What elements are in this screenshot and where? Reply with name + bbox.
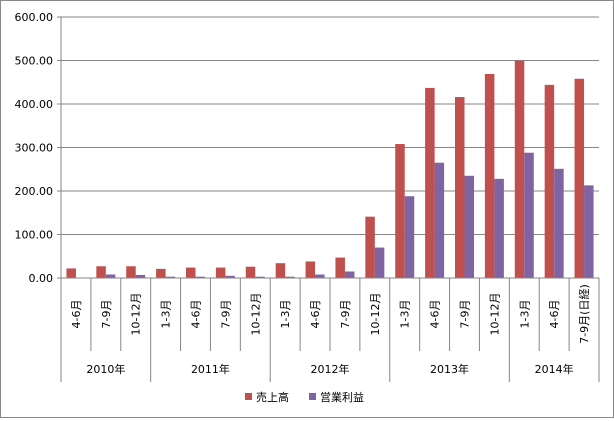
legend-label-sales: 売上高 (256, 390, 289, 404)
bar-sales (484, 73, 495, 278)
year-label: 2014年 (535, 362, 574, 376)
category-label: 4-6月 (190, 300, 203, 329)
category-label: 4-6月 (429, 300, 442, 329)
category-label: 7-9月 (459, 300, 472, 329)
bars (66, 60, 594, 279)
bar-sales (245, 266, 256, 278)
x-axis-labels: 2010年 2011年 2012年 2013年 2014年 4-6月 7-9月 10-12月 1… (60, 278, 600, 382)
category-label: 7-9月(日経) (578, 284, 591, 344)
bar-sales (365, 216, 375, 278)
bar-operating-profit (285, 276, 295, 278)
bar-operating-profit (255, 276, 265, 278)
bar-operating-profit (584, 185, 594, 278)
bar-operating-profit (195, 276, 205, 278)
year-label: 2013年 (430, 362, 469, 376)
year-label: 2012年 (311, 362, 350, 376)
bar-operating-profit (135, 274, 146, 278)
y-tick-label: 400.00 (15, 98, 54, 111)
bar-sales (395, 144, 405, 278)
category-label: 10-12月 (488, 293, 501, 336)
y-tick-label: 100.00 (15, 229, 54, 242)
bar-operating-profit (404, 196, 415, 278)
y-tick-label: 300.00 (15, 142, 54, 155)
bar-sales (275, 263, 286, 278)
bar-sales (514, 60, 525, 278)
bar-sales (215, 267, 226, 278)
bar-sales (544, 84, 555, 278)
bar-operating-profit (165, 276, 176, 278)
bar-sales (425, 87, 435, 278)
bar-sales (156, 268, 166, 278)
category-label: 7-9月 (339, 300, 352, 329)
y-axis-ticks: 0.00 100.00 200.00 300.00 400.00 500.00 600.00 (15, 11, 61, 285)
y-tick-label: 0.00 (29, 272, 54, 285)
legend-swatch-sales (245, 393, 252, 400)
bar-operating-profit (315, 274, 325, 278)
bar-operating-profit (225, 275, 235, 278)
bar-sales (335, 257, 345, 278)
gridlines (61, 16, 599, 235)
category-label: 10-12月 (249, 293, 262, 336)
bar-operating-profit (554, 168, 564, 278)
bar-sales (455, 97, 465, 278)
bar-sales (66, 268, 76, 278)
bar-operating-profit (524, 152, 534, 278)
bar-operating-profit (344, 271, 355, 278)
legend: 売上高 営業利益 (245, 390, 364, 404)
legend-label-operating-profit: 営業利益 (320, 390, 364, 404)
category-label: 4-6月 (548, 300, 561, 329)
y-tick-label: 600.00 (15, 11, 54, 24)
bar-sales (96, 266, 106, 278)
bar-operating-profit (464, 175, 474, 278)
bar-sales (305, 261, 316, 278)
category-label: 1-3月 (518, 300, 531, 329)
category-label: 1-3月 (279, 300, 292, 329)
bar-sales (574, 78, 585, 279)
category-label: 1-3月 (160, 300, 173, 329)
bar-operating-profit (105, 274, 116, 278)
bar-sales (186, 267, 196, 278)
y-tick-label: 500.00 (15, 55, 54, 68)
year-label: 2011年 (191, 362, 230, 376)
bar-sales (126, 266, 136, 278)
bar-operating-profit (434, 162, 445, 278)
year-label: 2010年 (86, 362, 125, 376)
category-label: 10-12月 (369, 293, 382, 336)
category-label: 7-9月 (219, 300, 232, 329)
category-label: 7-9月 (100, 300, 113, 329)
bar-operating-profit (494, 178, 504, 278)
category-label: 4-6月 (70, 300, 83, 329)
category-label: 1-3月 (399, 300, 412, 329)
bar-operating-profit (374, 247, 385, 278)
y-tick-label: 200.00 (15, 185, 54, 198)
category-label: 10-12月 (130, 293, 143, 336)
category-label: 4-6月 (309, 300, 322, 329)
legend-swatch-operating-profit (309, 393, 316, 400)
